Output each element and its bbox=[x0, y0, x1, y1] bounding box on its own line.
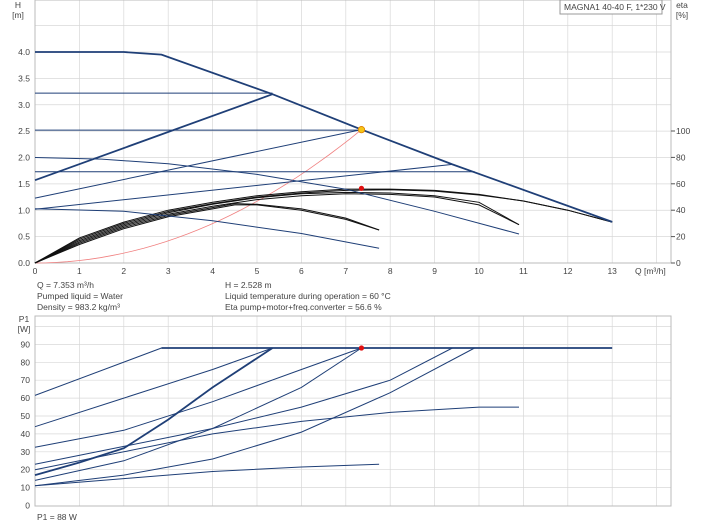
h-tick-label: 4.0 bbox=[18, 47, 30, 57]
p1-curve-thin bbox=[34, 406, 519, 471]
p1-tick-label: 80 bbox=[21, 357, 31, 367]
head-series bbox=[34, 51, 613, 264]
power-chart-grid bbox=[34, 316, 671, 506]
p1-curve-thin bbox=[34, 347, 273, 428]
eta-curve bbox=[34, 193, 520, 264]
p1-tick-label: 10 bbox=[21, 483, 31, 493]
eta-curve bbox=[34, 191, 520, 264]
head-curve-thin bbox=[34, 129, 362, 199]
q-tick-label: 8 bbox=[388, 266, 393, 276]
q-axis-label: Q [m³/h] bbox=[635, 266, 666, 276]
p1-axis-unit: [W] bbox=[18, 324, 31, 334]
info-density: Density = 983.2 kg/m³ bbox=[37, 302, 120, 312]
q-tick-label: 13 bbox=[607, 266, 617, 276]
p1-point bbox=[358, 345, 365, 351]
info-eta: Eta pump+motor+freq.converter = 56.6 % bbox=[225, 302, 382, 312]
q-tick-label: 11 bbox=[519, 266, 528, 276]
p1-curve-thick bbox=[34, 347, 273, 476]
tick-labels: 0 1 2 3 4 5 6 7 8 9 10 11 12 130.00.51.01.52.02.53.03… bbox=[18, 47, 690, 511]
eta-axis-unit: [%] bbox=[676, 10, 688, 20]
p1-curve-thin bbox=[34, 347, 453, 465]
h-tick-label: 1.0 bbox=[18, 205, 30, 215]
p1-tick-label: 40 bbox=[21, 429, 31, 439]
p1-tick-label: 50 bbox=[21, 411, 31, 421]
h-tick-label: 2.0 bbox=[18, 153, 30, 163]
eta-tick-label: 40 bbox=[676, 205, 686, 215]
q-tick-label: 2 bbox=[121, 266, 126, 276]
p1-curve-thin bbox=[34, 347, 475, 487]
p1-tick-label: 0 bbox=[25, 501, 30, 511]
power-chart-frame bbox=[34, 315, 672, 507]
p1-axis-label: P1 bbox=[19, 314, 30, 324]
p1-curve-thin bbox=[34, 347, 162, 396]
p1-tick-label: 70 bbox=[21, 375, 31, 385]
eta-curve bbox=[34, 203, 380, 264]
q-tick-label: 1 bbox=[77, 266, 82, 276]
info-temp: Liquid temperature during operation = 60… bbox=[225, 291, 391, 301]
head-curve-thin bbox=[34, 157, 520, 235]
q-tick-label: 4 bbox=[210, 266, 215, 276]
info-q: Q = 7.353 m³/h bbox=[37, 280, 94, 290]
eta-point bbox=[358, 185, 365, 191]
q-tick-label: 12 bbox=[563, 266, 573, 276]
eta-axis-label: eta bbox=[676, 0, 688, 10]
power-series bbox=[34, 345, 613, 487]
head-curve-thin bbox=[34, 208, 380, 249]
h-tick-label: 2.5 bbox=[18, 126, 30, 136]
p1-tick-label: 20 bbox=[21, 465, 31, 475]
eta-curve bbox=[34, 189, 613, 264]
head-curve-thick bbox=[34, 93, 273, 182]
eta-tick-label: 20 bbox=[676, 232, 686, 242]
eta-curve bbox=[34, 204, 380, 264]
q-tick-label: 3 bbox=[166, 266, 171, 276]
p1-tick-label: 90 bbox=[21, 339, 31, 349]
q-tick-label: 7 bbox=[343, 266, 348, 276]
eta-tick-label: 0 bbox=[676, 258, 681, 268]
h-axis-unit: [m] bbox=[12, 10, 24, 20]
info-h: H = 2.528 m bbox=[225, 280, 272, 290]
h-tick-label: 1.5 bbox=[18, 179, 30, 189]
p1-curve-thin bbox=[34, 463, 380, 487]
h-axis-label: H bbox=[15, 0, 21, 10]
eta-tick-label: 80 bbox=[676, 152, 686, 162]
p1-tick-label: 60 bbox=[21, 393, 31, 403]
duty-point bbox=[357, 126, 366, 134]
eta-tick-label: 100 bbox=[676, 126, 690, 136]
q-tick-label: 0 bbox=[33, 266, 38, 276]
p1-curve-thin bbox=[34, 347, 362, 448]
h-tick-label: 0.0 bbox=[18, 258, 30, 268]
p1-tick-label: 30 bbox=[21, 447, 31, 457]
system-curve bbox=[34, 129, 362, 264]
h-tick-label: 3.0 bbox=[18, 100, 30, 110]
head-curve-max bbox=[35, 51, 613, 223]
h-tick-label: 0.5 bbox=[18, 232, 30, 242]
info-p1: P1 = 88 W bbox=[37, 512, 77, 522]
eta-tick-label: 60 bbox=[676, 179, 686, 189]
info-liquid: Pumped liquid = Water bbox=[37, 291, 123, 301]
q-tick-label: 6 bbox=[299, 266, 304, 276]
q-tick-label: 10 bbox=[474, 266, 484, 276]
q-tick-label: 9 bbox=[432, 266, 437, 276]
q-tick-label: 5 bbox=[255, 266, 260, 276]
head-curve-thin bbox=[34, 163, 453, 210]
head-chart-grid bbox=[34, 0, 671, 263]
h-tick-label: 3.5 bbox=[18, 73, 30, 83]
title-box-text: MAGNA1 40-40 F, 1*230 V bbox=[564, 2, 666, 12]
title-box bbox=[559, 0, 663, 15]
